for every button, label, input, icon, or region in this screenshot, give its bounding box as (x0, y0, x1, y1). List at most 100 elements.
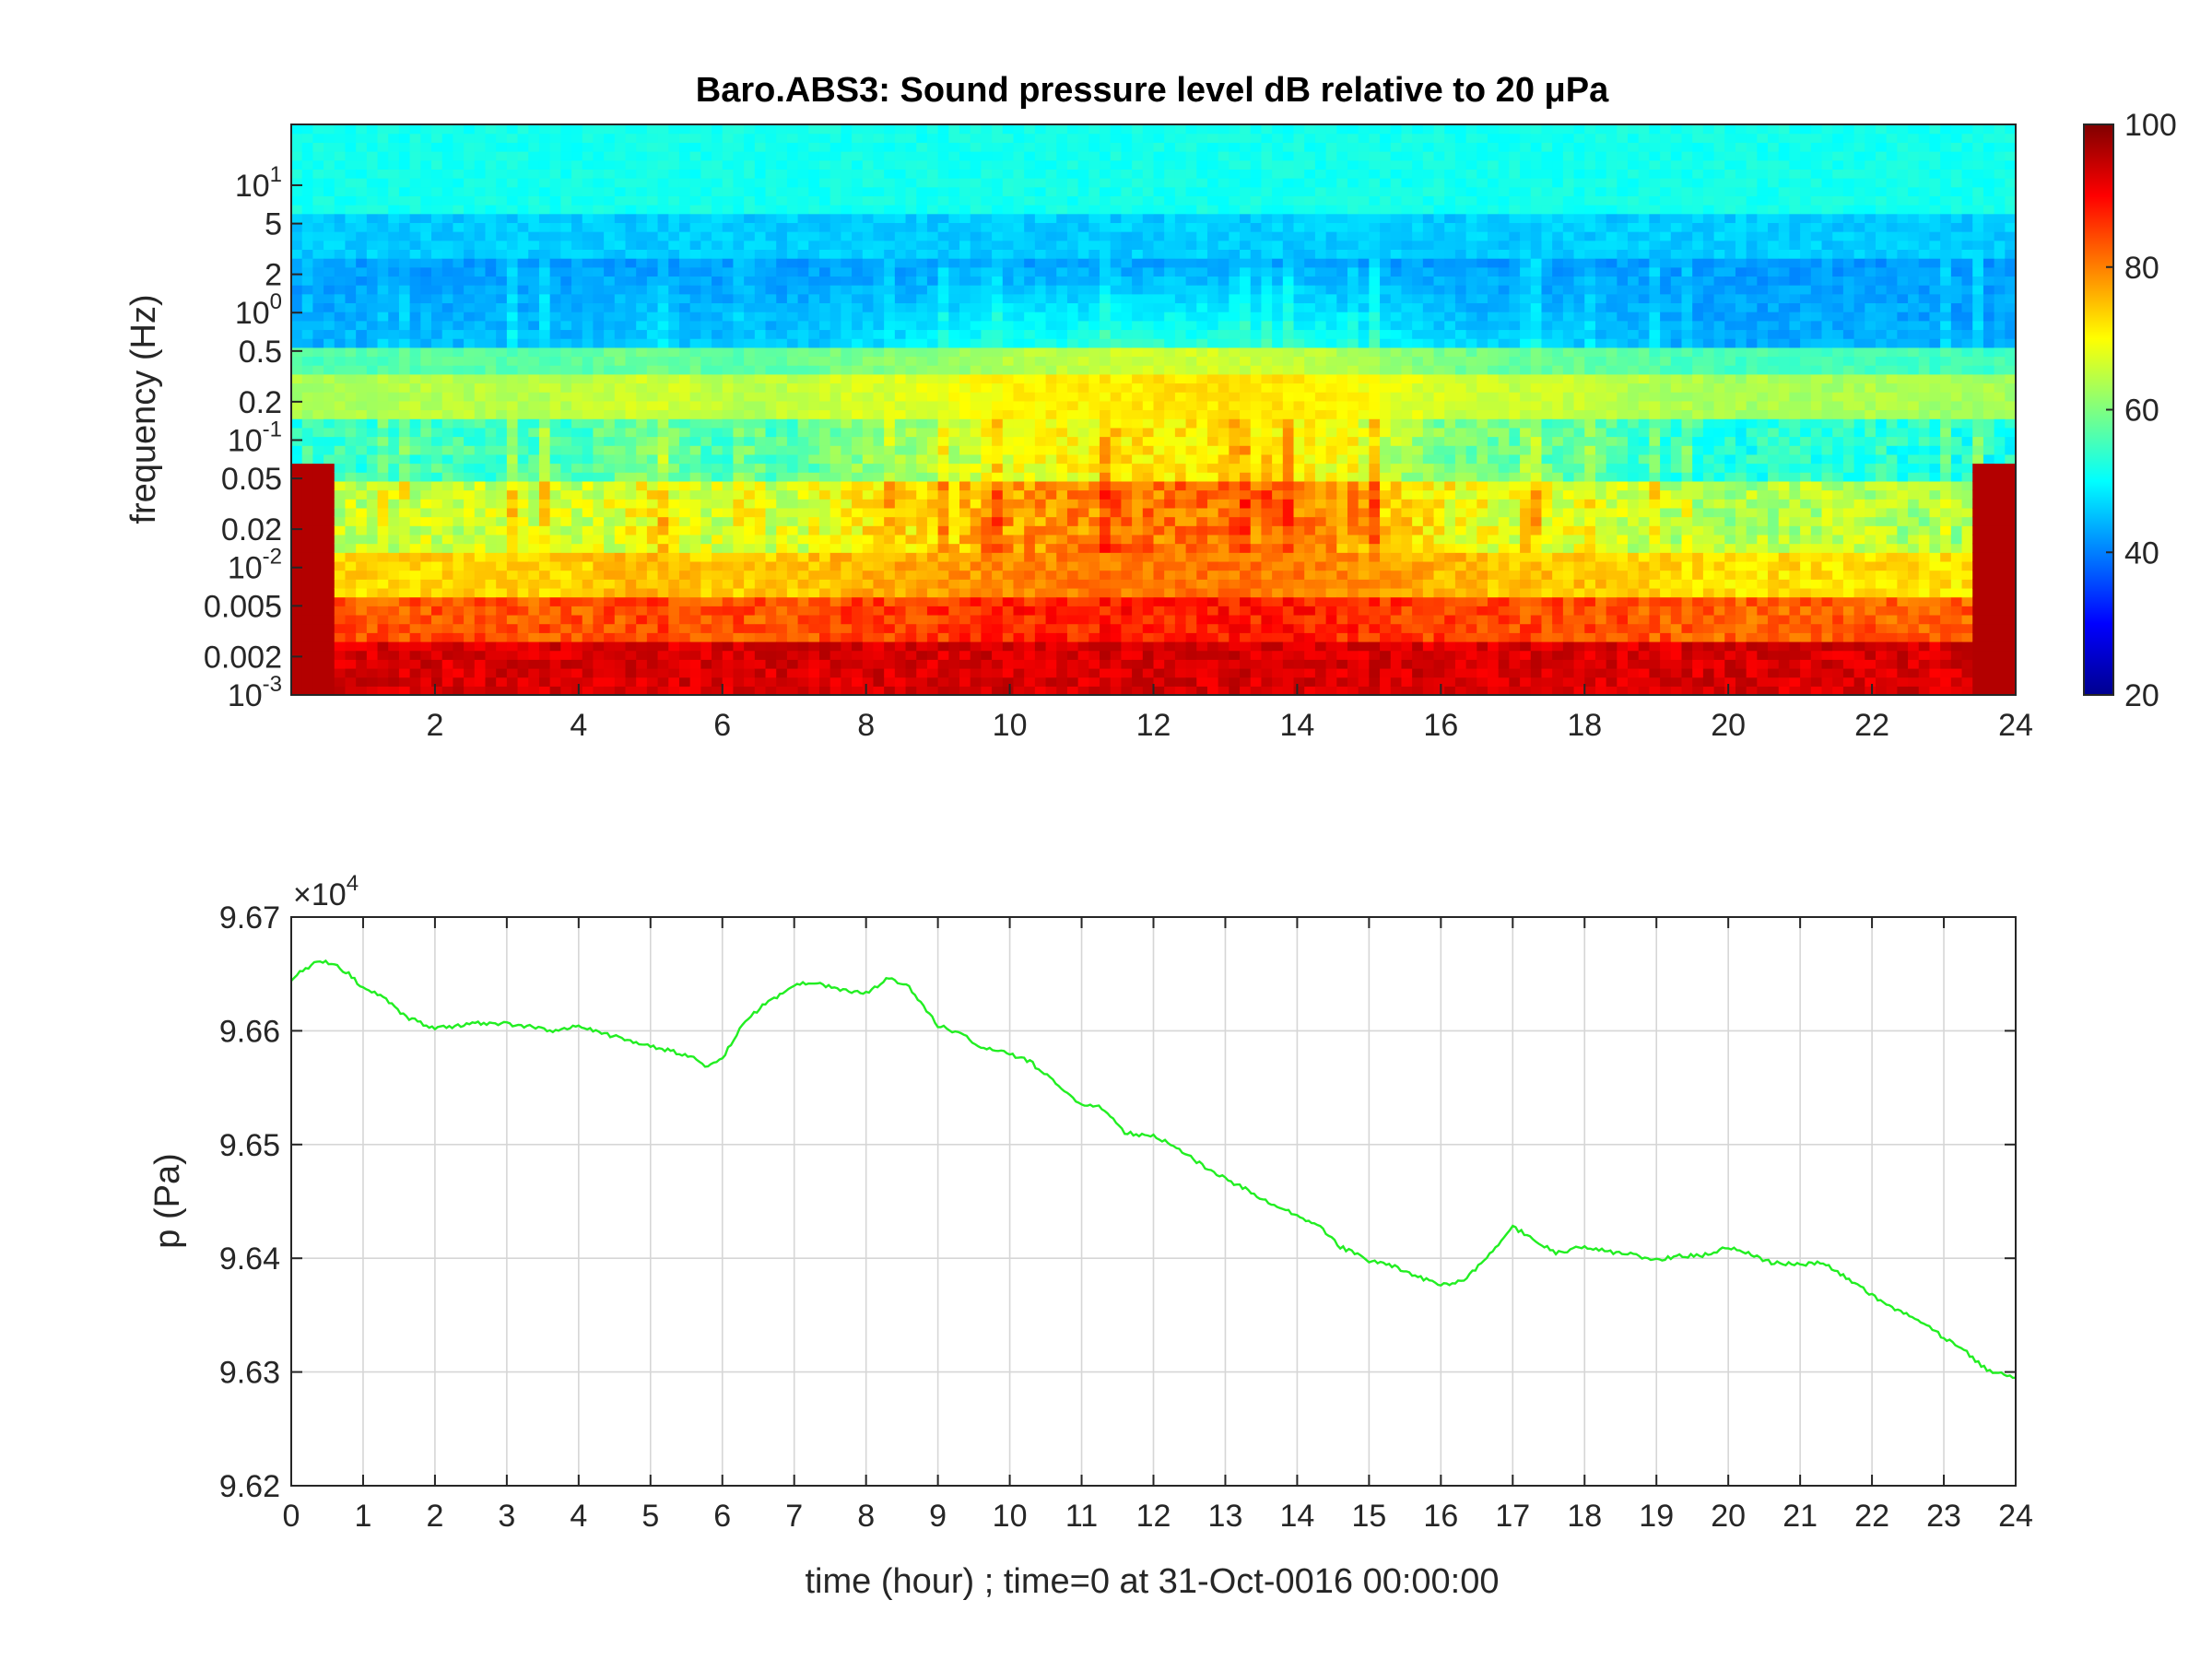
spectrogram-cell (712, 650, 724, 660)
spectrogram-cell (797, 507, 809, 518)
spectrogram-cell (830, 463, 841, 473)
spectrogram-cell (678, 266, 691, 277)
spectrogram-cell (712, 195, 724, 206)
spectrogram-cell (926, 560, 939, 571)
spectrogram-cell (1056, 445, 1068, 455)
spectrogram-cell (398, 686, 411, 695)
spectrogram-cell (464, 525, 476, 535)
spectrogram-cell (733, 489, 745, 500)
spectrogram-cell (485, 205, 497, 215)
spectrogram-cell (1002, 249, 1015, 259)
spectrogram-cell (593, 677, 605, 687)
spectrogram-cell (398, 213, 411, 223)
spectrogram-cell (593, 302, 605, 312)
spectrogram-cell (818, 463, 831, 473)
spectrogram-cell (356, 463, 368, 473)
spectrogram-cell (1002, 587, 1015, 598)
spectrogram-cell (636, 489, 648, 500)
spectrogram-cell (356, 124, 368, 135)
spectrogram-cell (733, 453, 745, 465)
spectrogram-cell (678, 169, 691, 179)
spectrogram-cell (894, 623, 907, 633)
spectrogram-cell (926, 231, 939, 241)
spectrogram-cell (517, 302, 529, 312)
spectrogram-cell (636, 427, 648, 438)
spectrogram-cell (970, 587, 982, 598)
spectrogram-cell (646, 525, 659, 535)
spectrogram-cell (549, 499, 561, 509)
spectrogram-cell (409, 606, 421, 616)
spectrogram-cell (733, 205, 745, 215)
spectrogram-cell (409, 650, 421, 660)
spectrogram-cell (582, 356, 594, 366)
spectrogram-cell (496, 632, 508, 642)
spectrogram-cell (1077, 480, 1089, 491)
spectrogram-cell (700, 570, 712, 580)
spectrogram-cell (1121, 453, 1133, 465)
spectrogram-cell (916, 195, 928, 206)
spectrogram-cell (409, 382, 421, 393)
spectrogram-cell (538, 525, 551, 535)
spectrogram-cell (474, 400, 487, 411)
spectrogram-cell (862, 338, 875, 348)
spectrogram-cell (301, 463, 313, 473)
spectrogram-cell (517, 133, 529, 143)
spectrogram-cell (636, 445, 648, 455)
spectrogram-cell (517, 659, 529, 669)
spectrogram-cell (593, 338, 605, 348)
spectrogram-cell (689, 436, 701, 446)
spectrogram-cell (301, 347, 313, 358)
spectrogram-cell (1100, 650, 1112, 660)
spectrogram-cell (334, 552, 347, 562)
spectrogram-cell (409, 142, 421, 152)
spectrogram-cell (970, 418, 982, 429)
spectrogram-cell (818, 472, 831, 482)
spectrogram-cell (291, 382, 303, 393)
spectrogram-cell (765, 249, 777, 259)
spectrogram-cell (506, 276, 519, 286)
spectrogram-cell (937, 312, 949, 322)
spectrogram-cell (712, 320, 724, 331)
spectrogram-cell (506, 667, 519, 678)
spectrogram-cell (334, 240, 347, 250)
spectrogram-cell (1056, 400, 1068, 411)
spectrogram-cell (1045, 427, 1057, 438)
spectrogram-cell (560, 667, 572, 678)
spectrogram-cell (712, 382, 724, 393)
spectrogram-cell (453, 222, 465, 232)
spectrogram-cell (474, 142, 487, 152)
spectrogram-cell (1110, 453, 1123, 465)
spectrogram-cell (1002, 240, 1015, 250)
spectrogram-cell (441, 312, 453, 322)
spectrogram-cell (959, 205, 971, 215)
spectrogram-cell (981, 427, 993, 438)
spectrogram-cell (765, 650, 777, 660)
spectrogram-cell (1013, 258, 1025, 268)
spectrogram-cell (388, 463, 400, 473)
spectrogram-cell (506, 418, 519, 429)
spectrogram-cell (884, 436, 896, 446)
spectrogram-cell (678, 489, 691, 500)
spectrogram-cell (981, 409, 993, 419)
spectrogram-cell (636, 240, 648, 250)
spectrogram-cell (560, 159, 572, 170)
spectrogram-cell (1056, 453, 1068, 465)
spectrogram-cell (377, 667, 389, 678)
spectrogram-cell (852, 178, 864, 188)
spectrogram-cell (636, 641, 648, 652)
spectrogram-cell (1088, 507, 1100, 518)
spectrogram-cell (538, 677, 551, 687)
spectrogram-cell (1066, 266, 1079, 277)
spectrogram-cell (884, 159, 896, 170)
spectrogram-cell (1077, 552, 1089, 562)
spectrogram-cell (744, 650, 756, 660)
spectrogram-cell (668, 418, 680, 429)
spectrogram-cell (1088, 213, 1100, 223)
spectrogram-cell (312, 445, 324, 455)
spectrogram-cell (873, 445, 885, 455)
spectrogram-cell (786, 570, 799, 580)
spectrogram-cell (786, 489, 799, 500)
spectrogram-cell (366, 195, 379, 206)
spectrogram-cell (905, 677, 917, 687)
spectrogram-cell (830, 427, 841, 438)
